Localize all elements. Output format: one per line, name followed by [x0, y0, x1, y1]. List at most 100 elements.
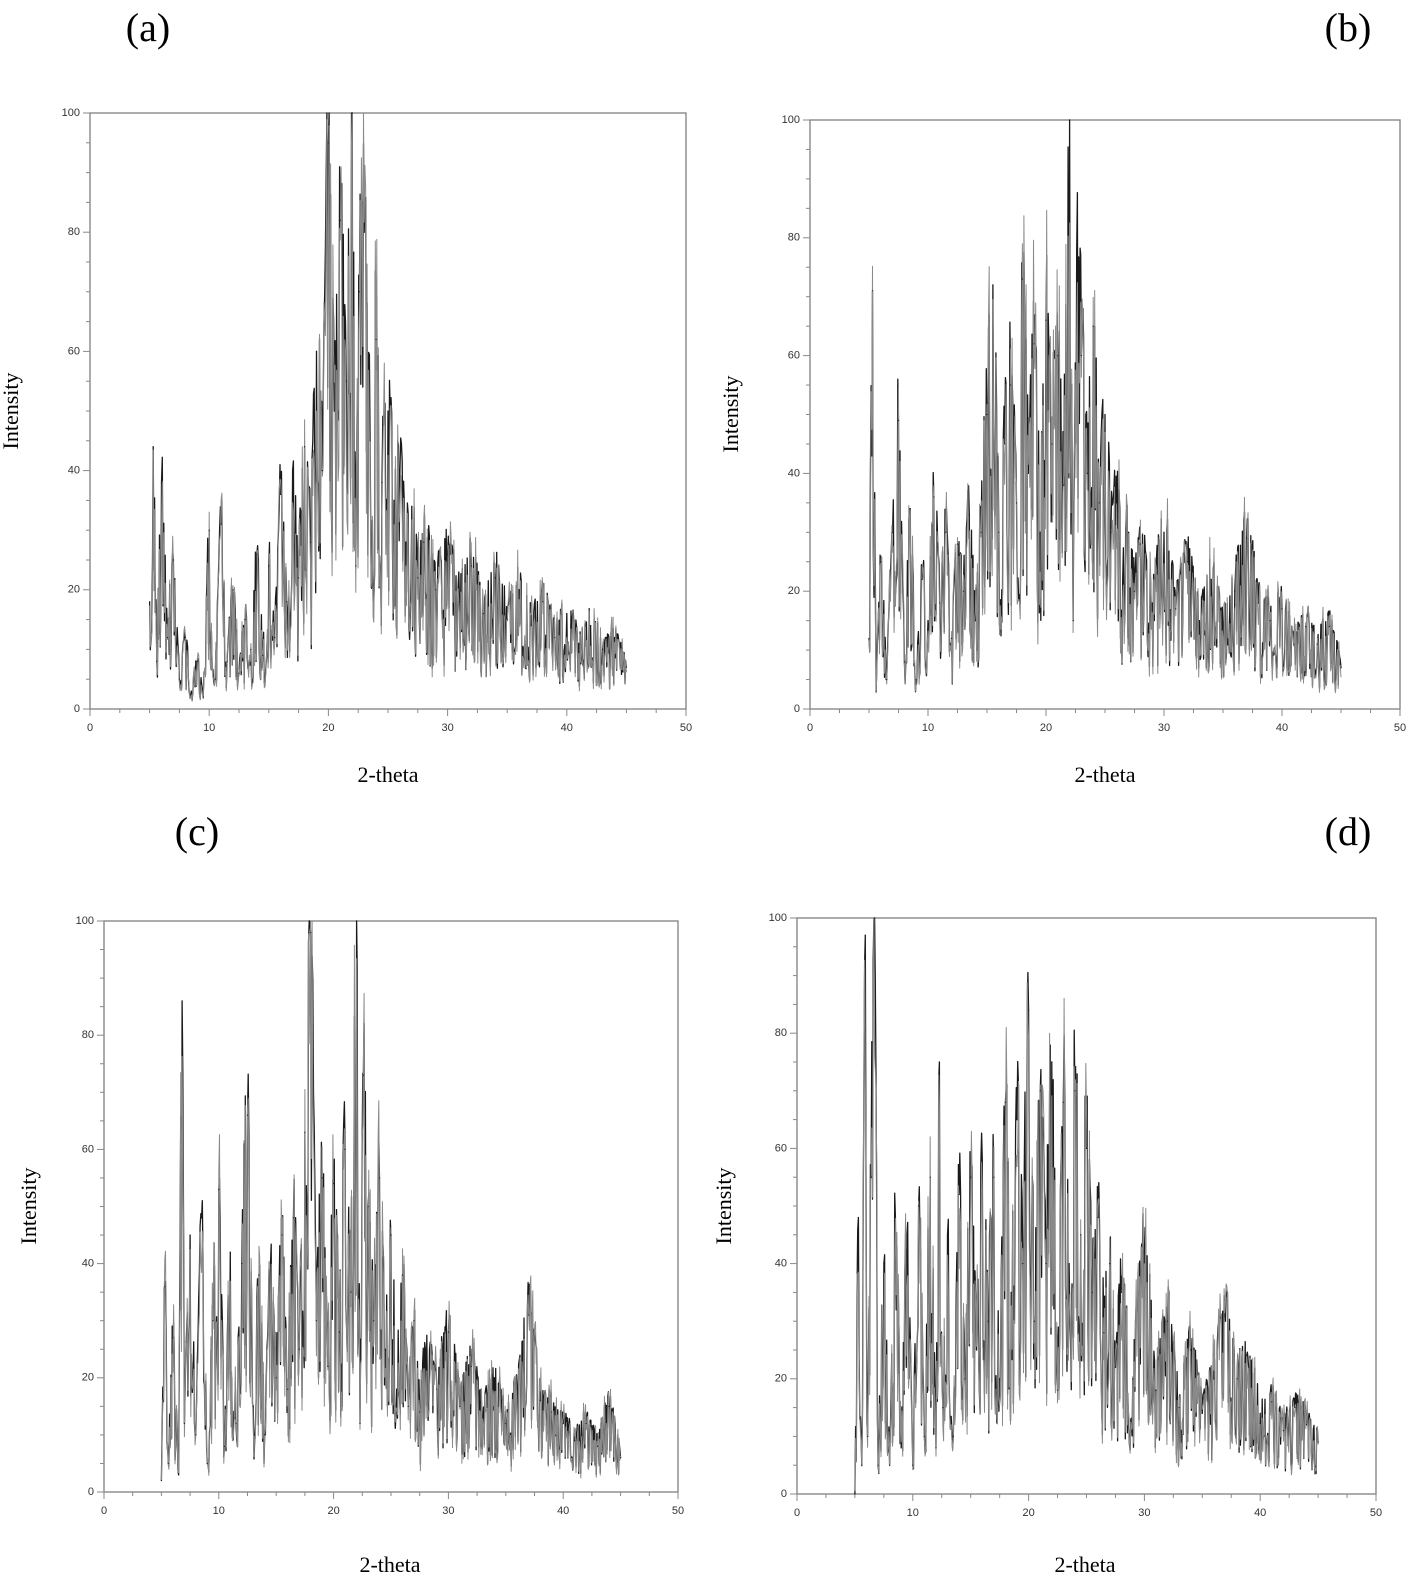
- data-point: [226, 660, 228, 662]
- data-point: [1097, 1216, 1099, 1219]
- data-point: [900, 1447, 902, 1449]
- x-tick-label: 0: [101, 1505, 107, 1517]
- data-point: [321, 1177, 323, 1179]
- y-tick-label: 80: [68, 226, 80, 238]
- data-point: [968, 514, 970, 516]
- data-point: [956, 543, 959, 545]
- data-point: [196, 660, 198, 662]
- y-axis-title: Intensity: [711, 1168, 736, 1245]
- data-point: [166, 636, 169, 639]
- data-point: [1045, 1263, 1047, 1265]
- data-point: [172, 559, 175, 561]
- data-point: [407, 1405, 409, 1407]
- data-point: [542, 601, 544, 603]
- data-point: [345, 380, 347, 382]
- data-point: [1166, 1320, 1169, 1322]
- data-point: [1178, 1407, 1180, 1409]
- data-point: [1190, 1349, 1192, 1351]
- data-point: [315, 350, 318, 352]
- data-point: [892, 531, 894, 533]
- data-point: [1257, 602, 1259, 604]
- data-point: [358, 291, 360, 293]
- data-point: [1317, 1441, 1319, 1443]
- data-point: [897, 419, 900, 421]
- data-point: [1155, 1389, 1157, 1391]
- data-point: [269, 1263, 272, 1265]
- data-point: [494, 577, 496, 579]
- data-point: [1010, 1291, 1012, 1293]
- data-point: [923, 1435, 925, 1437]
- data-point: [1246, 537, 1248, 539]
- data-point: [1120, 1291, 1122, 1293]
- y-tick-label: 0: [794, 703, 800, 715]
- data-point: [200, 1217, 203, 1219]
- data-point: [929, 1176, 931, 1178]
- data-point: [303, 446, 306, 448]
- data-point: [401, 1274, 404, 1276]
- y-tick-label: 0: [781, 1488, 787, 1500]
- data-point: [1063, 484, 1065, 486]
- y-tick-label: 40: [788, 467, 800, 479]
- data-point: [1305, 625, 1307, 628]
- y-tick-label: 40: [775, 1258, 787, 1270]
- data-point: [530, 624, 532, 627]
- data-point: [218, 1188, 220, 1190]
- x-axis-title: 2-theta: [359, 1552, 420, 1577]
- y-tick-label: 80: [82, 1029, 94, 1041]
- diffraction-trace-overlay: [149, 112, 627, 702]
- data-point: [1033, 343, 1035, 345]
- data-point: [286, 601, 288, 603]
- data-point: [1187, 561, 1189, 563]
- panel-b: (b) 0 20 40 60 80 100 0 10 20 30 40 50 2-theta Intensi…: [718, 5, 1406, 787]
- data-point: [327, 142, 329, 144]
- data-point: [1282, 1430, 1284, 1432]
- data-point: [875, 690, 877, 692]
- data-point: [562, 1422, 564, 1425]
- data-point: [212, 1320, 214, 1322]
- x-axis-title: 2-theta: [1054, 1552, 1115, 1577]
- diffraction-trace-overlay: [854, 917, 1319, 1492]
- data-point: [883, 1263, 885, 1265]
- data-point: [1080, 355, 1082, 357]
- data-point: [935, 1447, 937, 1449]
- data-point: [246, 1114, 249, 1116]
- data-point: [493, 1377, 495, 1379]
- data-point: [1028, 1009, 1030, 1011]
- y-tick-label: 0: [88, 1486, 94, 1498]
- data-point: [854, 1493, 856, 1495]
- x-tick-label: 30: [1138, 1507, 1150, 1519]
- data-point: [350, 1291, 352, 1293]
- data-point: [351, 112, 353, 114]
- data-point: [877, 1464, 879, 1466]
- data-point: [1004, 1101, 1007, 1103]
- y-tick-label: 20: [82, 1372, 94, 1384]
- data-point: [867, 1435, 869, 1437]
- data-point: [578, 642, 580, 645]
- data-point: [1085, 1147, 1088, 1149]
- data-point: [1210, 578, 1212, 581]
- y-tick-label: 60: [68, 345, 80, 357]
- data-point: [167, 1462, 169, 1465]
- data-point: [1056, 1389, 1059, 1391]
- data-point: [1068, 1263, 1070, 1265]
- data-point: [183, 1422, 185, 1425]
- data-point: [992, 284, 994, 286]
- data-point: [946, 1234, 949, 1236]
- data-point: [880, 561, 882, 563]
- data-point: [378, 1177, 381, 1179]
- x-tick-label: 20: [1040, 722, 1052, 734]
- data-point: [156, 660, 158, 662]
- y-tick-label: 40: [68, 465, 80, 477]
- data-point: [1143, 1251, 1145, 1253]
- data-point: [268, 565, 270, 567]
- data-point: [980, 531, 982, 533]
- data-point: [1294, 1407, 1296, 1409]
- data-point: [1076, 248, 1078, 251]
- data-point: [459, 1405, 461, 1407]
- data-point: [298, 577, 300, 579]
- data-point: [413, 1320, 415, 1322]
- data-point: [181, 1000, 183, 1002]
- data-point: [252, 1405, 254, 1407]
- data-point: [274, 636, 276, 639]
